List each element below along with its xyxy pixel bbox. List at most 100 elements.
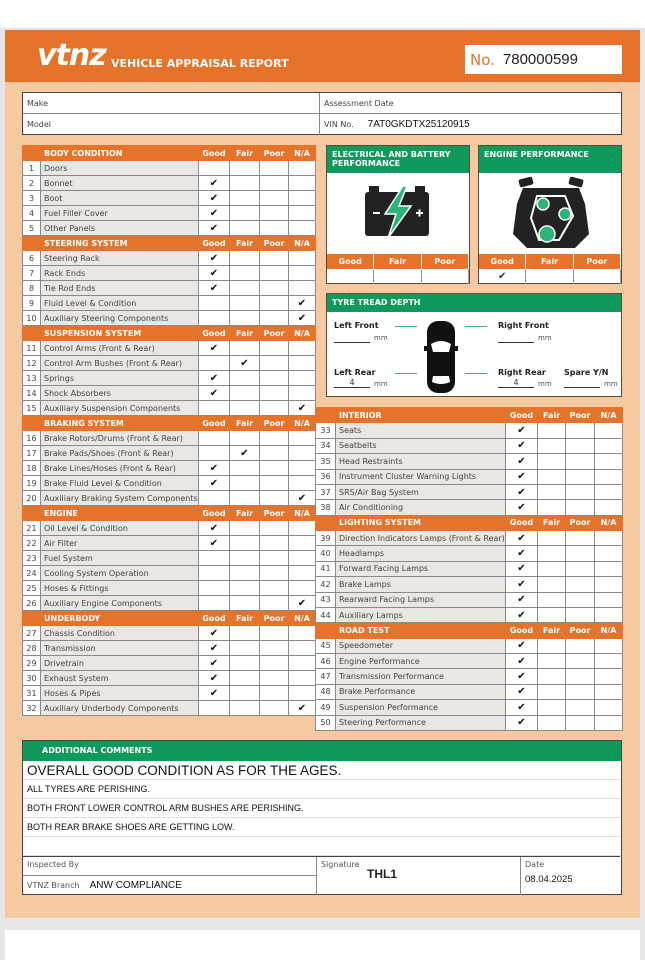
rating-cell-poor[interactable]: [259, 280, 289, 296]
rating-cell-poor[interactable]: [259, 670, 289, 686]
rating-cell-poor[interactable]: [565, 499, 595, 516]
rating-cell-good[interactable]: [198, 445, 230, 461]
rating-cell-poor[interactable]: [565, 560, 595, 578]
rating-cell-fair[interactable]: [229, 460, 260, 476]
rating-cell-na[interactable]: [288, 445, 316, 461]
rating-cell-poor[interactable]: [565, 437, 595, 455]
rating-cell-fair[interactable]: [229, 175, 260, 191]
rating-cell-na[interactable]: [288, 385, 316, 401]
rating-cell-poor[interactable]: [565, 606, 595, 624]
rating-cell-good[interactable]: ✔: [198, 370, 230, 386]
rating-cell-fair[interactable]: [229, 160, 260, 176]
rating-cell-na[interactable]: [288, 280, 316, 296]
rating-cell-na[interactable]: [594, 637, 623, 655]
rating-cell-poor[interactable]: [259, 205, 289, 221]
rating-cell-fair[interactable]: [229, 580, 260, 596]
rating-cell-na[interactable]: ✔: [288, 595, 316, 611]
rating-cell-fair[interactable]: [229, 535, 260, 551]
rating-cell-poor[interactable]: [259, 220, 289, 236]
rating-cell-fair[interactable]: [229, 475, 260, 491]
rating-cell-fair[interactable]: [229, 430, 260, 446]
rating-cell-poor[interactable]: [259, 655, 289, 671]
rating-cell-poor[interactable]: [259, 310, 289, 326]
rating-cell-na[interactable]: [594, 437, 623, 455]
rating-cell-fair[interactable]: [229, 190, 260, 206]
rating-cell-fair[interactable]: [537, 591, 566, 608]
rating-cell-good[interactable]: ✔: [198, 535, 230, 551]
rating-cell-na[interactable]: [594, 576, 623, 593]
rating-cell-fair[interactable]: [229, 520, 260, 536]
rating-cell-good[interactable]: ✔: [505, 437, 538, 455]
rating-cell-poor[interactable]: [565, 714, 595, 731]
rating-cell-good[interactable]: [198, 700, 230, 716]
rating-cell-poor[interactable]: [259, 460, 289, 476]
rating-cell-poor[interactable]: [565, 699, 595, 716]
rating-cell-good[interactable]: ✔: [198, 190, 230, 206]
rating-cell-good[interactable]: ✔: [505, 652, 538, 670]
rating-cell-good[interactable]: ✔: [198, 220, 230, 236]
rating-cell-good[interactable]: ✔: [505, 683, 538, 701]
rating-cell-poor[interactable]: [259, 175, 289, 191]
rating-cell-good[interactable]: ✔: [198, 460, 230, 476]
rating-cell-poor[interactable]: [565, 637, 595, 655]
rating-cell-poor[interactable]: [259, 580, 289, 596]
rating-cell-na[interactable]: [594, 499, 623, 516]
rating-cell-na[interactable]: [594, 683, 623, 701]
rating-cell-poor[interactable]: [259, 370, 289, 386]
rating-cell-good[interactable]: ✔: [505, 499, 538, 516]
rating-cell-poor[interactable]: [565, 576, 595, 593]
rating-cell-fair[interactable]: [229, 565, 260, 581]
rating-cell-na[interactable]: ✔: [288, 400, 316, 416]
rating-cell-good[interactable]: ✔: [198, 625, 230, 641]
rating-cell-poor[interactable]: [565, 483, 595, 501]
rating-cell-poor[interactable]: [565, 468, 595, 485]
rating-cell-fair[interactable]: [537, 422, 566, 439]
rating-cell-good[interactable]: ✔: [198, 685, 230, 701]
rating-cell-fair[interactable]: [537, 560, 566, 578]
rating-cell-good[interactable]: [198, 430, 230, 446]
rating-cell-na[interactable]: [594, 483, 623, 501]
rating-cell-fair[interactable]: [229, 655, 260, 671]
rating-cell-poor[interactable]: [259, 355, 289, 371]
rating-cell-good[interactable]: ✔: [505, 637, 538, 655]
rating-cell-fair[interactable]: [229, 385, 260, 401]
rating-cell-na[interactable]: [594, 560, 623, 578]
rating-cell-good[interactable]: ✔: [198, 640, 230, 656]
rating-cell-poor[interactable]: [259, 385, 289, 401]
rating-cell-na[interactable]: [594, 714, 623, 731]
rating-cell-good[interactable]: [198, 550, 230, 566]
rating-cell-good[interactable]: ✔: [505, 545, 538, 562]
rating-cell-good[interactable]: ✔: [505, 606, 538, 624]
rating-cell-poor[interactable]: [259, 700, 289, 716]
rating-cell-poor[interactable]: [565, 545, 595, 562]
rating-cell-good[interactable]: ✔: [198, 520, 230, 536]
rating-cell-na[interactable]: [288, 355, 316, 371]
rating-cell-fair[interactable]: ✔: [229, 355, 260, 371]
rating-cell-fair[interactable]: ✔: [229, 445, 260, 461]
rating-cell-fair[interactable]: [537, 468, 566, 485]
rating-cell-poor[interactable]: [259, 250, 289, 266]
rating-cell-poor[interactable]: [259, 490, 289, 506]
rating-cell-good[interactable]: [198, 295, 230, 311]
rating-cell-na[interactable]: [288, 535, 316, 551]
rating-cell-na[interactable]: [594, 591, 623, 608]
rating-cell-good[interactable]: ✔: [505, 560, 538, 578]
rating-cell-good[interactable]: ✔: [505, 668, 538, 685]
rating-cell-poor[interactable]: [259, 190, 289, 206]
rating-cell-good[interactable]: ✔: [505, 714, 538, 731]
rating-cell-poor[interactable]: [565, 529, 595, 547]
rating-cell-fair[interactable]: [229, 280, 260, 296]
rating-cell-na[interactable]: ✔: [288, 310, 316, 326]
rating-cell-fair[interactable]: [537, 453, 566, 470]
rating-cell-poor[interactable]: [259, 265, 289, 281]
rating-cell-poor[interactable]: [259, 340, 289, 356]
rating-cell-na[interactable]: [288, 685, 316, 701]
rating-cell-na[interactable]: [594, 422, 623, 439]
rating-cell-good[interactable]: ✔: [198, 655, 230, 671]
rating-cell-fair[interactable]: [537, 683, 566, 701]
rating-cell-poor[interactable]: [259, 685, 289, 701]
rating-cell-poor[interactable]: [259, 625, 289, 641]
rating-cell-good[interactable]: [198, 355, 230, 371]
rating-cell-fair[interactable]: [537, 483, 566, 501]
rating-cell-fair[interactable]: [537, 545, 566, 562]
